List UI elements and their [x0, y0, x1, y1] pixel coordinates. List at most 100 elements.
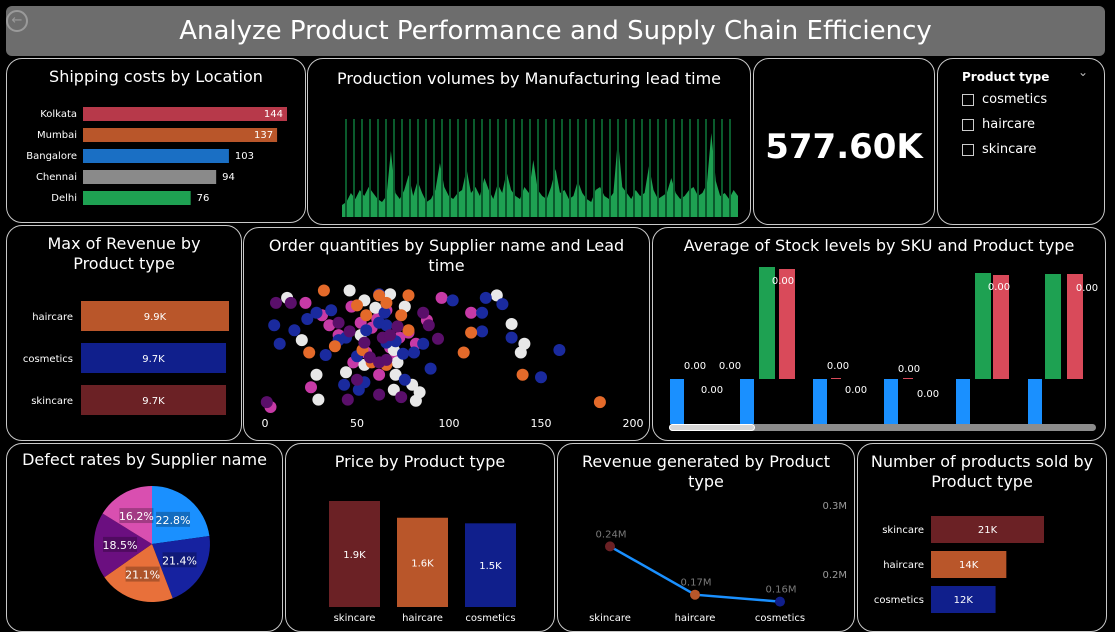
scatter-point	[417, 337, 430, 350]
revenue-value-label: 0.17M	[681, 578, 712, 589]
stock-bar	[813, 379, 827, 424]
price-bar	[397, 517, 448, 607]
chevron-down-icon[interactable]: ⌄	[1077, 65, 1088, 79]
stock-bar	[1045, 274, 1061, 379]
scatter-point	[422, 319, 435, 332]
max-revenue-bar	[81, 343, 227, 373]
shipping-bar	[83, 149, 229, 163]
price-bar	[465, 523, 516, 607]
stock-bar	[1067, 274, 1083, 379]
scatter-point	[457, 346, 470, 359]
shipping-bar	[83, 107, 287, 121]
scatter-point	[435, 291, 448, 304]
revenue-category-label: haircare	[675, 613, 716, 624]
checkbox-icon[interactable]	[962, 93, 974, 106]
scatter-point	[328, 340, 341, 353]
scatter-point	[340, 366, 352, 379]
shipping-bar	[83, 170, 217, 184]
products-sold-value-label: 12K	[954, 595, 974, 606]
scatter-point	[391, 356, 404, 369]
products-sold-chart: skincare 21K haircare 14K cosmetics 12K	[874, 516, 1044, 613]
scatter-point	[424, 362, 437, 375]
scatter-point	[284, 296, 297, 309]
scatter-point	[380, 353, 393, 366]
shipping-value-label: 103	[235, 151, 254, 162]
production-volumes-chart	[342, 119, 738, 217]
back-arrow-icon[interactable]: ←	[6, 10, 28, 32]
horizontal-scrollbar[interactable]	[669, 424, 1096, 431]
scatter-x-tick-label: 100	[439, 417, 460, 430]
defect-slice	[93, 513, 152, 578]
revenue-point	[775, 596, 785, 607]
stock-value-label: 0.00	[772, 276, 794, 287]
defect-label-bg	[119, 508, 154, 524]
scatter-x-tick-label: 0	[262, 417, 269, 430]
max-revenue-bar	[81, 385, 227, 415]
slicer-option-cosmetics[interactable]: cosmetics	[962, 92, 1047, 107]
scatter-point	[317, 284, 330, 297]
shipping-value-label: 137	[254, 130, 273, 141]
price-chart: 1.9K skincare 1.6K haircare 1.5K cosmetics	[329, 501, 516, 624]
scatter-point	[332, 316, 345, 329]
defect-slice	[152, 486, 210, 544]
scatter-point	[373, 388, 386, 401]
checkbox-icon[interactable]	[962, 118, 974, 131]
slicer-option-label: haircare	[982, 117, 1036, 132]
defect-label-bg	[162, 552, 197, 568]
defect-rates-chart: 22.8% 21.4%21.1% 18.5% 16.2%	[93, 485, 210, 603]
scatter-point	[343, 325, 356, 338]
scatter-point	[553, 344, 566, 356]
scatter-point	[305, 381, 317, 394]
slicer-option-haircare[interactable]: haircare	[962, 117, 1035, 132]
checkbox-icon[interactable]	[962, 143, 974, 156]
shipping-category-label: Chennai	[36, 172, 77, 183]
stock-bar	[831, 378, 841, 379]
scatter-point	[360, 309, 373, 322]
price-category-label: cosmetics	[465, 613, 515, 624]
price-value-label: 1.5K	[479, 561, 502, 572]
scatter-point	[535, 371, 547, 384]
stock-bar	[903, 378, 913, 379]
scatter-point	[496, 298, 509, 311]
scatter-point	[373, 289, 386, 302]
shipping-costs-title: Shipping costs by Location	[49, 67, 263, 86]
price-card: Price by Product type 1.9K skincare 1.6K ha…	[285, 443, 555, 632]
revenue-value-label: 0.24M	[596, 529, 627, 540]
stock-bar	[759, 267, 775, 379]
max-revenue-category-label: skincare	[31, 396, 73, 407]
scatter-point	[413, 386, 426, 399]
order-quantities-title: Order quantities by Supplier name and Le…	[268, 236, 625, 275]
slicer-option-skincare[interactable]: skincare	[962, 142, 1036, 157]
scatter-point	[373, 368, 386, 381]
scatter-point	[417, 306, 430, 319]
scatter-x-tick-label: 200	[623, 417, 644, 430]
price-bar	[329, 501, 380, 607]
order-quantities-chart: 0 50 100 150 200	[260, 284, 644, 430]
scatter-point	[343, 284, 356, 297]
scrollbar-thumb[interactable]	[669, 424, 755, 431]
products-sold-value-label: 21K	[978, 525, 998, 536]
defect-slice-label: 16.2%	[119, 510, 154, 523]
scatter-point	[301, 313, 314, 325]
scatter-point	[432, 332, 444, 345]
scatter-point	[380, 296, 393, 309]
stock-value-label: 0.00	[898, 364, 920, 375]
revenue-title: Revenue generated by Product type	[582, 452, 830, 491]
shipping-category-label: Delhi	[51, 193, 77, 204]
kpi-value: 577.60K	[765, 127, 923, 167]
revenue-card: Revenue generated by Product type 0.3M 0.…	[557, 443, 855, 632]
revenue-category-label: cosmetics	[755, 613, 805, 624]
stock-bar	[975, 273, 991, 379]
production-stripes	[345, 119, 731, 217]
scatter-x-tick-label: 150	[531, 417, 552, 430]
stock-value-label: 0.00	[988, 282, 1010, 293]
products-sold-category-label: haircare	[883, 560, 924, 571]
scatter-point	[476, 325, 489, 338]
scatter-point	[514, 346, 527, 359]
production-volumes-title: Production volumes by Manufacturing lead…	[336, 69, 722, 88]
defect-rates-title: Defect rates by Supplier name	[22, 450, 267, 469]
price-category-label: haircare	[402, 613, 443, 624]
stock-value-label: 0.00	[719, 361, 741, 372]
scatter-point	[325, 304, 338, 317]
